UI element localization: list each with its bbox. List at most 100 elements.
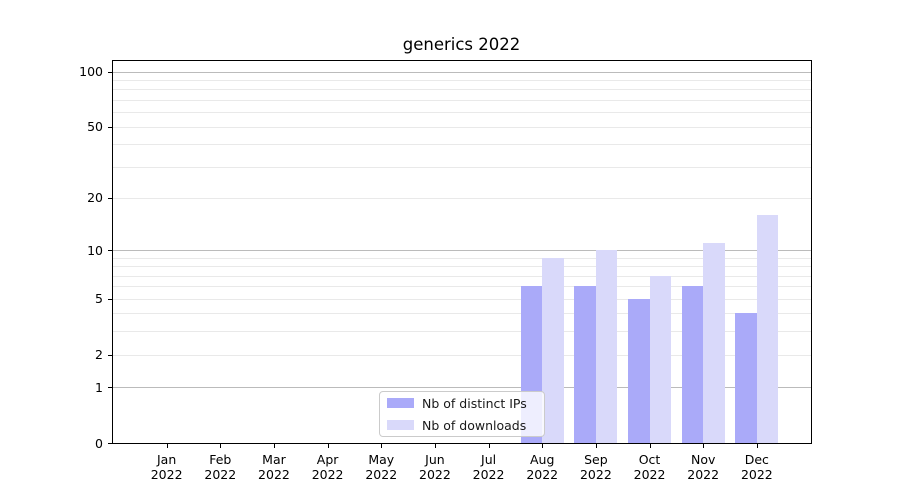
gridline-minor — [113, 166, 811, 168]
gridline-minor — [113, 313, 811, 315]
x-tick-label-month: Mar — [262, 452, 286, 467]
bar-downloads — [756, 214, 779, 443]
x-tick-label-month: Jun — [425, 452, 445, 467]
x-tick-label-month: Dec — [744, 452, 769, 467]
x-tick-label-month: Jul — [481, 452, 497, 467]
x-tick-label: Dec 2022 — [730, 452, 784, 482]
x-tick-label-month: Nov — [690, 452, 716, 467]
y-tick-mark — [108, 71, 113, 73]
x-tick-label-year: 2022 — [204, 467, 237, 482]
gridline-minor — [113, 331, 811, 333]
y-tick-label: 2 — [95, 347, 103, 363]
y-tick-label: 0 — [95, 435, 103, 451]
bar-downloads — [595, 250, 618, 443]
y-tick-mark — [108, 126, 113, 128]
bar-downloads — [542, 257, 564, 443]
x-tick-mark — [434, 444, 436, 448]
legend-swatch-distinct-ips — [387, 397, 414, 409]
x-tick-label-month: Feb — [209, 452, 232, 467]
y-tick-label: 10 — [87, 242, 103, 258]
x-tick-mark — [381, 444, 383, 448]
gridline-minor — [113, 126, 811, 128]
y-tick-mark — [108, 197, 113, 199]
bar-distinct-ips — [574, 286, 596, 443]
x-tick-label: May 2022 — [354, 452, 408, 482]
x-tick-mark — [756, 444, 758, 448]
x-tick-mark — [273, 444, 275, 448]
x-tick-label-year: 2022 — [633, 467, 666, 482]
y-tick-label: 5 — [95, 291, 103, 307]
bar-downloads — [703, 243, 725, 443]
legend-item-downloads: Nb of downloads — [387, 418, 544, 433]
x-tick-label-year: 2022 — [419, 467, 451, 482]
y-tick-mark — [108, 443, 113, 444]
bar-distinct-ips — [628, 298, 650, 443]
x-tick-label-year: 2022 — [579, 467, 612, 482]
plot-area — [112, 59, 812, 444]
y-tick-label: 100 — [79, 64, 103, 80]
gridline-minor — [113, 266, 811, 268]
gridline-minor — [113, 89, 811, 91]
x-tick-mark — [488, 444, 490, 448]
gridline-minor — [113, 197, 811, 199]
x-tick-label-month: May — [368, 452, 395, 467]
bar-distinct-ips — [735, 313, 757, 443]
gridline-major — [113, 250, 811, 252]
gridline-major — [113, 387, 811, 389]
x-tick-label-month: Sep — [584, 452, 608, 467]
chart-title: generics 2022 — [402, 35, 521, 54]
gridline-major — [113, 71, 811, 73]
bars-layer — [113, 61, 811, 443]
gridline-minor — [113, 257, 811, 259]
gridline-minor — [113, 144, 811, 146]
gridline-minor — [113, 298, 811, 300]
x-tick-label-year: 2022 — [311, 467, 344, 482]
y-tick-mark — [108, 387, 113, 389]
x-tick-label: Mar 2022 — [247, 452, 301, 482]
gridline-minor — [113, 79, 811, 81]
x-tick-label-month: Jan — [157, 452, 177, 467]
x-tick-label-year: 2022 — [526, 467, 559, 482]
x-tick-label-year: 2022 — [687, 467, 720, 482]
x-tick-label: Sep 2022 — [569, 452, 623, 482]
y-tick-mark — [108, 354, 113, 356]
bar-downloads — [649, 275, 672, 443]
x-tick-label-year: 2022 — [365, 467, 398, 482]
bar-distinct-ips — [681, 286, 704, 443]
x-tick-label: Apr 2022 — [301, 452, 355, 482]
x-tick-label: Feb 2022 — [193, 452, 247, 482]
x-tick-label-year: 2022 — [472, 467, 505, 482]
y-tick-label: 50 — [87, 119, 103, 135]
legend-swatch-downloads — [387, 419, 414, 431]
gridline-minor — [113, 286, 811, 288]
x-tick-mark — [703, 444, 705, 448]
gridline-minor — [113, 275, 811, 277]
x-tick-label: Jan 2022 — [140, 452, 194, 482]
x-tick-label: Jun 2022 — [408, 452, 462, 482]
legend-label-downloads: Nb of downloads — [422, 417, 527, 433]
x-tick-mark — [542, 444, 544, 448]
y-tick-mark — [108, 250, 113, 252]
legend-label-distinct-ips: Nb of distinct IPs — [422, 395, 527, 411]
gridline-minor — [113, 99, 811, 101]
legend-item-distinct-ips: Nb of distinct IPs — [387, 396, 544, 411]
x-tick-mark — [595, 444, 597, 448]
x-tick-label-month: Oct — [638, 452, 661, 467]
x-tick-label: Oct 2022 — [623, 452, 677, 482]
x-tick-label: Jul 2022 — [462, 452, 516, 482]
x-tick-mark — [166, 444, 168, 448]
y-tick-label: 20 — [87, 190, 103, 206]
y-tick-label: 1 — [95, 379, 103, 395]
x-tick-label-month: Aug — [530, 452, 555, 467]
x-tick-label-year: 2022 — [258, 467, 290, 482]
gridline-minor — [113, 112, 811, 114]
y-tick-mark — [108, 298, 113, 300]
x-tick-label: Aug 2022 — [515, 452, 569, 482]
gridline-minor — [113, 354, 811, 356]
x-tick-label: Nov 2022 — [676, 452, 730, 482]
x-tick-mark — [649, 444, 651, 448]
x-tick-mark — [327, 444, 329, 448]
x-tick-label-year: 2022 — [150, 467, 183, 482]
x-tick-label-month: Apr — [316, 452, 339, 467]
